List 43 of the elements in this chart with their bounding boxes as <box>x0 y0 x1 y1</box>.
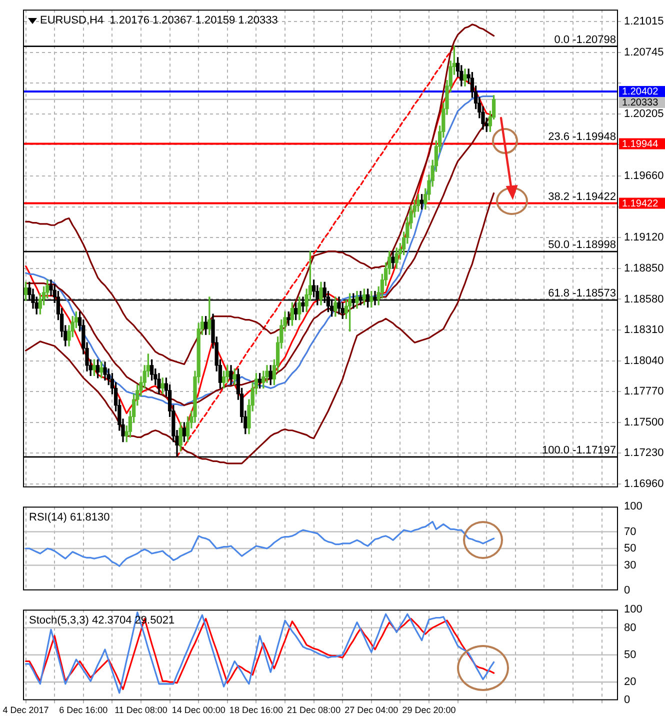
y-tick-label: 1.19120 <box>624 232 664 244</box>
y-tick-label: 1.18580 <box>624 293 664 306</box>
y-tick-label: 1.17770 <box>624 386 664 398</box>
y-tick-label: 100 <box>624 604 642 616</box>
x-tick-label: 21 Dec 08:00 <box>287 705 341 716</box>
y-tick-label: 1.20745 <box>624 46 664 58</box>
y-tick-label: 0 <box>624 584 630 596</box>
x-tick-label: 11 Dec 08:00 <box>114 705 168 716</box>
y-tick-label: 0 <box>624 694 630 706</box>
ref-line-label: 1.19944 <box>622 138 659 150</box>
y-tick-label: 20 <box>624 676 636 688</box>
x-tick-label: 27 Dec 04:00 <box>344 705 398 716</box>
annotation: 23.6 -1.19948 <box>548 130 616 143</box>
y-tick-label: 1.17230 <box>624 447 664 460</box>
ref-line-label: 1.20333 <box>622 98 659 109</box>
x-tick-label: 4 Dec 2017 <box>2 705 49 716</box>
y-tick-label: 1.18040 <box>624 354 664 367</box>
x-tick-label: 6 Dec 16:00 <box>59 705 108 716</box>
y-tick-label: 30 <box>624 559 636 572</box>
annotation: 0.0 -1.20798 <box>554 34 616 46</box>
annotation: 100.0 -1.17197 <box>542 444 616 456</box>
x-tick-label: 29 Dec 20:00 <box>402 705 456 716</box>
y-tick-label: 1.21015 <box>624 16 664 28</box>
y-tick-label: 1.17500 <box>624 416 664 428</box>
text: RSI(14) 61.8130 <box>29 512 110 524</box>
text: EURUSD,H4 1.20176 1.20367 1.20159 1.20333 <box>40 14 278 27</box>
x-tick-label: 14 Dec 00:00 <box>172 705 226 716</box>
y-tick-label: 1.19660 <box>624 170 664 182</box>
y-tick-label: 50 <box>624 542 636 555</box>
annotation: 61.8 -1.18573 <box>548 288 616 300</box>
x-tick-label: 18 Dec 16:00 <box>229 705 283 716</box>
y-tick-label: 80 <box>624 622 636 634</box>
y-tick-label: 1.18850 <box>624 262 664 274</box>
y-tick-label: 100 <box>624 500 642 513</box>
y-tick-label: 1.16960 <box>624 478 664 490</box>
annotation: 38.2 -1.19422 <box>548 190 616 203</box>
y-tick-label: 1.18310 <box>624 324 664 336</box>
ref-line-label: 1.19422 <box>622 198 659 210</box>
annotation: 50.0 -1.18998 <box>548 239 616 252</box>
y-tick-label: 70 <box>624 526 636 538</box>
ref-line-label: 1.20402 <box>622 86 659 98</box>
y-tick-label: 50 <box>624 648 636 661</box>
y-tick-label: 1.20205 <box>624 108 664 120</box>
